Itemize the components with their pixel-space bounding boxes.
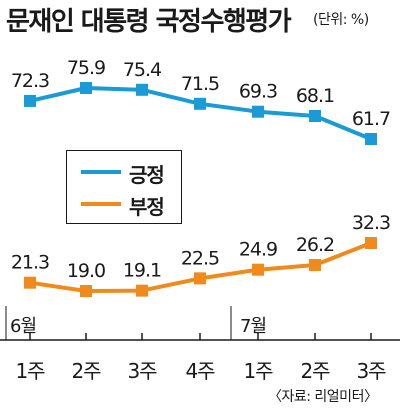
series-1-point-5 — [309, 259, 321, 272]
x-tick-label-6: 3주 — [356, 359, 386, 383]
series-1-value-label-1: 19.0 — [67, 260, 105, 282]
series-1-value-label-6: 32.3 — [352, 212, 390, 234]
series-1-value-label-5: 26.2 — [296, 234, 334, 256]
series-1-value-label-2: 19.1 — [123, 260, 161, 282]
series-0-point-5 — [309, 110, 321, 123]
x-tick-label-4: 1주 — [243, 359, 273, 383]
legend-item-positive: 긍정 — [67, 157, 183, 187]
series-0-value-label-6: 61.7 — [352, 108, 390, 130]
series-0-point-2 — [136, 83, 148, 96]
series-1-value-label-3: 22.5 — [181, 247, 219, 269]
series-0-point-6 — [365, 133, 377, 145]
series-1-point-2 — [136, 284, 148, 297]
series-1-point-3 — [194, 272, 206, 285]
legend-label-negative: 부정 — [129, 195, 165, 219]
legend: 긍정 부정 — [66, 150, 182, 224]
series-0-point-3 — [194, 97, 206, 110]
series-1-point-0 — [24, 276, 36, 289]
legend-item-negative: 부정 — [67, 189, 183, 219]
chart-title: 문재인 대통령 국정수행평가 — [6, 7, 292, 37]
month-label-july: 7월 — [240, 316, 267, 337]
series-1-point-1 — [80, 285, 92, 297]
series-0-value-label-5: 68.1 — [296, 85, 334, 107]
series-0-point-1 — [80, 82, 92, 94]
series-0-point-0 — [24, 94, 36, 107]
series-0-value-label-2: 75.4 — [123, 59, 162, 81]
legend-swatch-negative — [81, 202, 121, 206]
series-0-value-label-4: 69.3 — [239, 81, 277, 103]
x-tick-label-3: 4주 — [185, 359, 215, 383]
series-1-value-label-0: 21.3 — [11, 252, 49, 274]
x-tick-label-2: 3주 — [127, 359, 157, 383]
series-1-point-4 — [252, 263, 264, 276]
legend-label-positive: 긍정 — [129, 163, 165, 187]
series-0-value-label-0: 72.3 — [11, 70, 49, 92]
series-0-value-label-3: 71.5 — [181, 73, 219, 95]
series-1-point-6 — [365, 237, 377, 249]
series-1-value-label-4: 24.9 — [239, 239, 277, 261]
unit-label: (단위: %) — [313, 12, 369, 28]
legend-swatch-positive — [81, 170, 121, 174]
source-note: 〈자료: 리얼미터〉 — [268, 389, 378, 405]
month-label-june: 6월 — [10, 316, 37, 337]
series-0-value-label-1: 75.9 — [67, 57, 105, 79]
series-0-point-4 — [252, 105, 264, 118]
x-tick-label-1: 2주 — [71, 359, 101, 383]
x-tick-label-0: 1주 — [15, 359, 45, 383]
x-tick-label-5: 2주 — [300, 359, 330, 383]
